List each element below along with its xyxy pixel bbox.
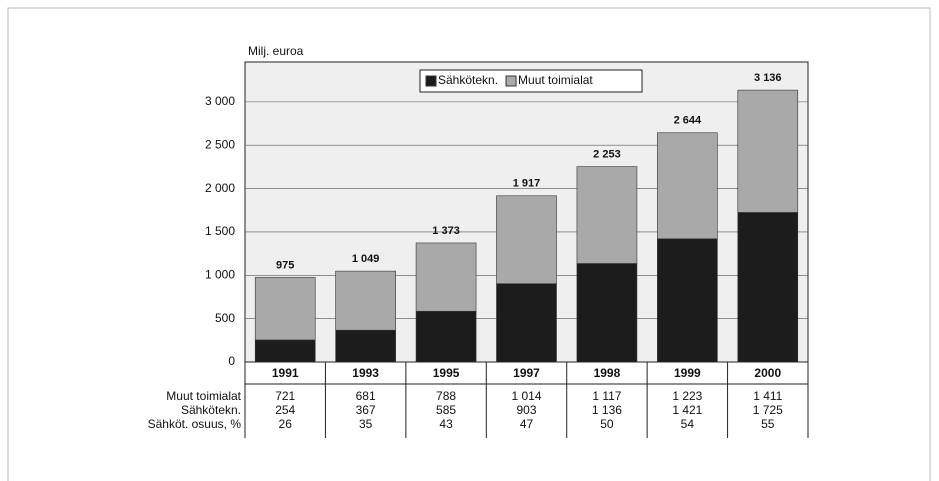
x-tick-label: 1991: [272, 366, 299, 380]
bar-segment: [496, 195, 557, 285]
y-tick-label: 500: [215, 311, 235, 325]
table-cell: 1 421: [672, 403, 702, 417]
table-row-label: Sähköt. osuus, %: [148, 417, 242, 431]
legend-swatch: [425, 75, 437, 87]
total-label: 2 253: [593, 149, 621, 161]
y-tick-label: 0: [228, 354, 235, 368]
y-tick-label: 2 500: [205, 137, 235, 151]
table-cell: 26: [279, 417, 293, 431]
bar-segment: [657, 132, 718, 240]
table-cell: 788: [436, 389, 456, 403]
x-tick-label: 1997: [513, 366, 540, 380]
frame: [7, 7, 931, 481]
total-label: 2 644: [674, 115, 702, 127]
bar-segment: [254, 339, 316, 363]
table-cell: 1 136: [592, 403, 622, 417]
legend-swatch: [505, 75, 517, 87]
y-tick-label: 3 000: [205, 94, 235, 108]
table-cell: 367: [356, 403, 376, 417]
table-cell: 43: [439, 417, 453, 431]
bar-segment: [415, 242, 477, 312]
table-cell: 47: [520, 417, 534, 431]
table-cell: 1 014: [511, 389, 541, 403]
table-cell: 35: [359, 417, 373, 431]
table-cell: 903: [516, 403, 536, 417]
bar-segment: [496, 283, 557, 363]
total-label: 3 136: [754, 72, 782, 84]
legend-label: Sähkötekn.: [438, 73, 498, 87]
table-cell: 721: [275, 389, 295, 403]
table-cell: 1 725: [753, 403, 783, 417]
x-tick-label: 2000: [754, 366, 781, 380]
table-cell: 55: [761, 417, 775, 431]
table-cell: 681: [356, 389, 376, 403]
table-cell: 1 117: [592, 389, 621, 403]
bar-segment: [657, 238, 718, 363]
x-tick-label: 1999: [674, 366, 701, 380]
y-tick-label: 1 000: [205, 267, 235, 281]
y-tick-label: 2 000: [205, 181, 235, 195]
bar-segment: [737, 212, 799, 363]
y-tick-label: 1 500: [205, 224, 235, 238]
bar-segment: [576, 263, 638, 363]
table-cell: 585: [436, 403, 456, 417]
x-tick-label: 1995: [433, 366, 460, 380]
bar-segment: [576, 166, 638, 264]
table-cell: 54: [681, 417, 695, 431]
total-label: 1 049: [352, 253, 380, 265]
table-cell: 1 411: [753, 389, 782, 403]
bar-segment: [254, 277, 316, 341]
table-row-label: Sähkötekn.: [181, 403, 241, 417]
bar-segment: [335, 270, 396, 331]
x-tick-label: 1993: [352, 366, 379, 380]
legend-box: [419, 69, 643, 93]
bar-segment: [737, 89, 799, 213]
x-tick-label: 1998: [594, 366, 621, 380]
table-cell: 254: [275, 403, 295, 417]
table-cell: 1 223: [672, 389, 702, 403]
bar-segment: [415, 310, 477, 363]
total-label: 1 373: [432, 225, 460, 237]
table-cell: 50: [600, 417, 614, 431]
bar-segment: [335, 329, 396, 363]
legend-label: Muut toimialat: [518, 73, 593, 87]
total-label: 1 917: [513, 178, 541, 190]
total-label: 975: [276, 259, 294, 271]
table-row-label: Muut toimialat: [166, 389, 241, 403]
y-axis-label: Milj. euroa: [248, 44, 304, 58]
